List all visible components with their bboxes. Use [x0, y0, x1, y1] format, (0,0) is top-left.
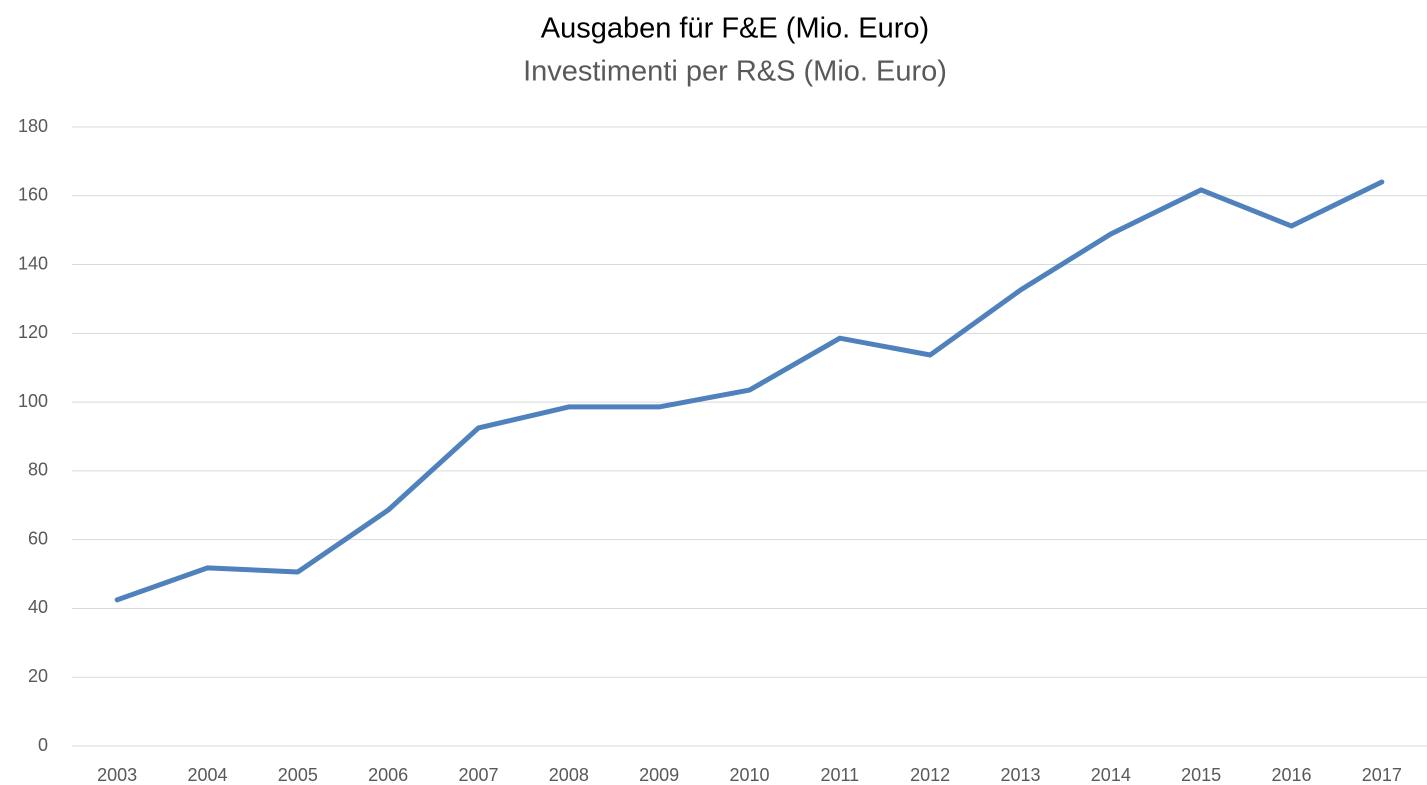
x-tick-label: 2003	[97, 765, 137, 785]
x-tick-label: 2013	[1000, 765, 1040, 785]
x-tick-label: 2006	[368, 765, 408, 785]
y-tick-label: 0	[38, 735, 48, 755]
x-tick-label: 2005	[278, 765, 318, 785]
y-tick-label: 180	[18, 116, 48, 136]
y-tick-label: 20	[28, 666, 48, 686]
y-tick-label: 40	[28, 597, 48, 617]
chart-title: Ausgaben für F&E (Mio. Euro)	[541, 13, 929, 45]
y-tick-label: 100	[18, 391, 48, 411]
x-tick-label: 2007	[458, 765, 498, 785]
x-tick-label: 2004	[187, 765, 227, 785]
y-tick-label: 140	[18, 253, 48, 273]
x-tick-label: 2009	[639, 765, 679, 785]
x-tick-label: 2017	[1362, 765, 1402, 785]
x-tick-label: 2010	[729, 765, 769, 785]
y-tick-label: 120	[18, 322, 48, 342]
y-tick-label: 80	[28, 460, 48, 480]
x-tick-label: 2008	[549, 765, 589, 785]
x-tick-label: 2011	[820, 765, 859, 785]
y-tick-label: 60	[28, 528, 48, 548]
y-tick-label: 160	[18, 185, 48, 205]
x-tick-label: 2012	[910, 765, 950, 785]
series-line	[114, 179, 1385, 603]
x-tick-label: 2016	[1271, 765, 1311, 785]
x-tick-label: 2015	[1181, 765, 1221, 785]
x-tick-label: 2014	[1091, 765, 1131, 785]
chart-subtitle: Investimenti per R&S (Mio. Euro)	[523, 56, 947, 88]
